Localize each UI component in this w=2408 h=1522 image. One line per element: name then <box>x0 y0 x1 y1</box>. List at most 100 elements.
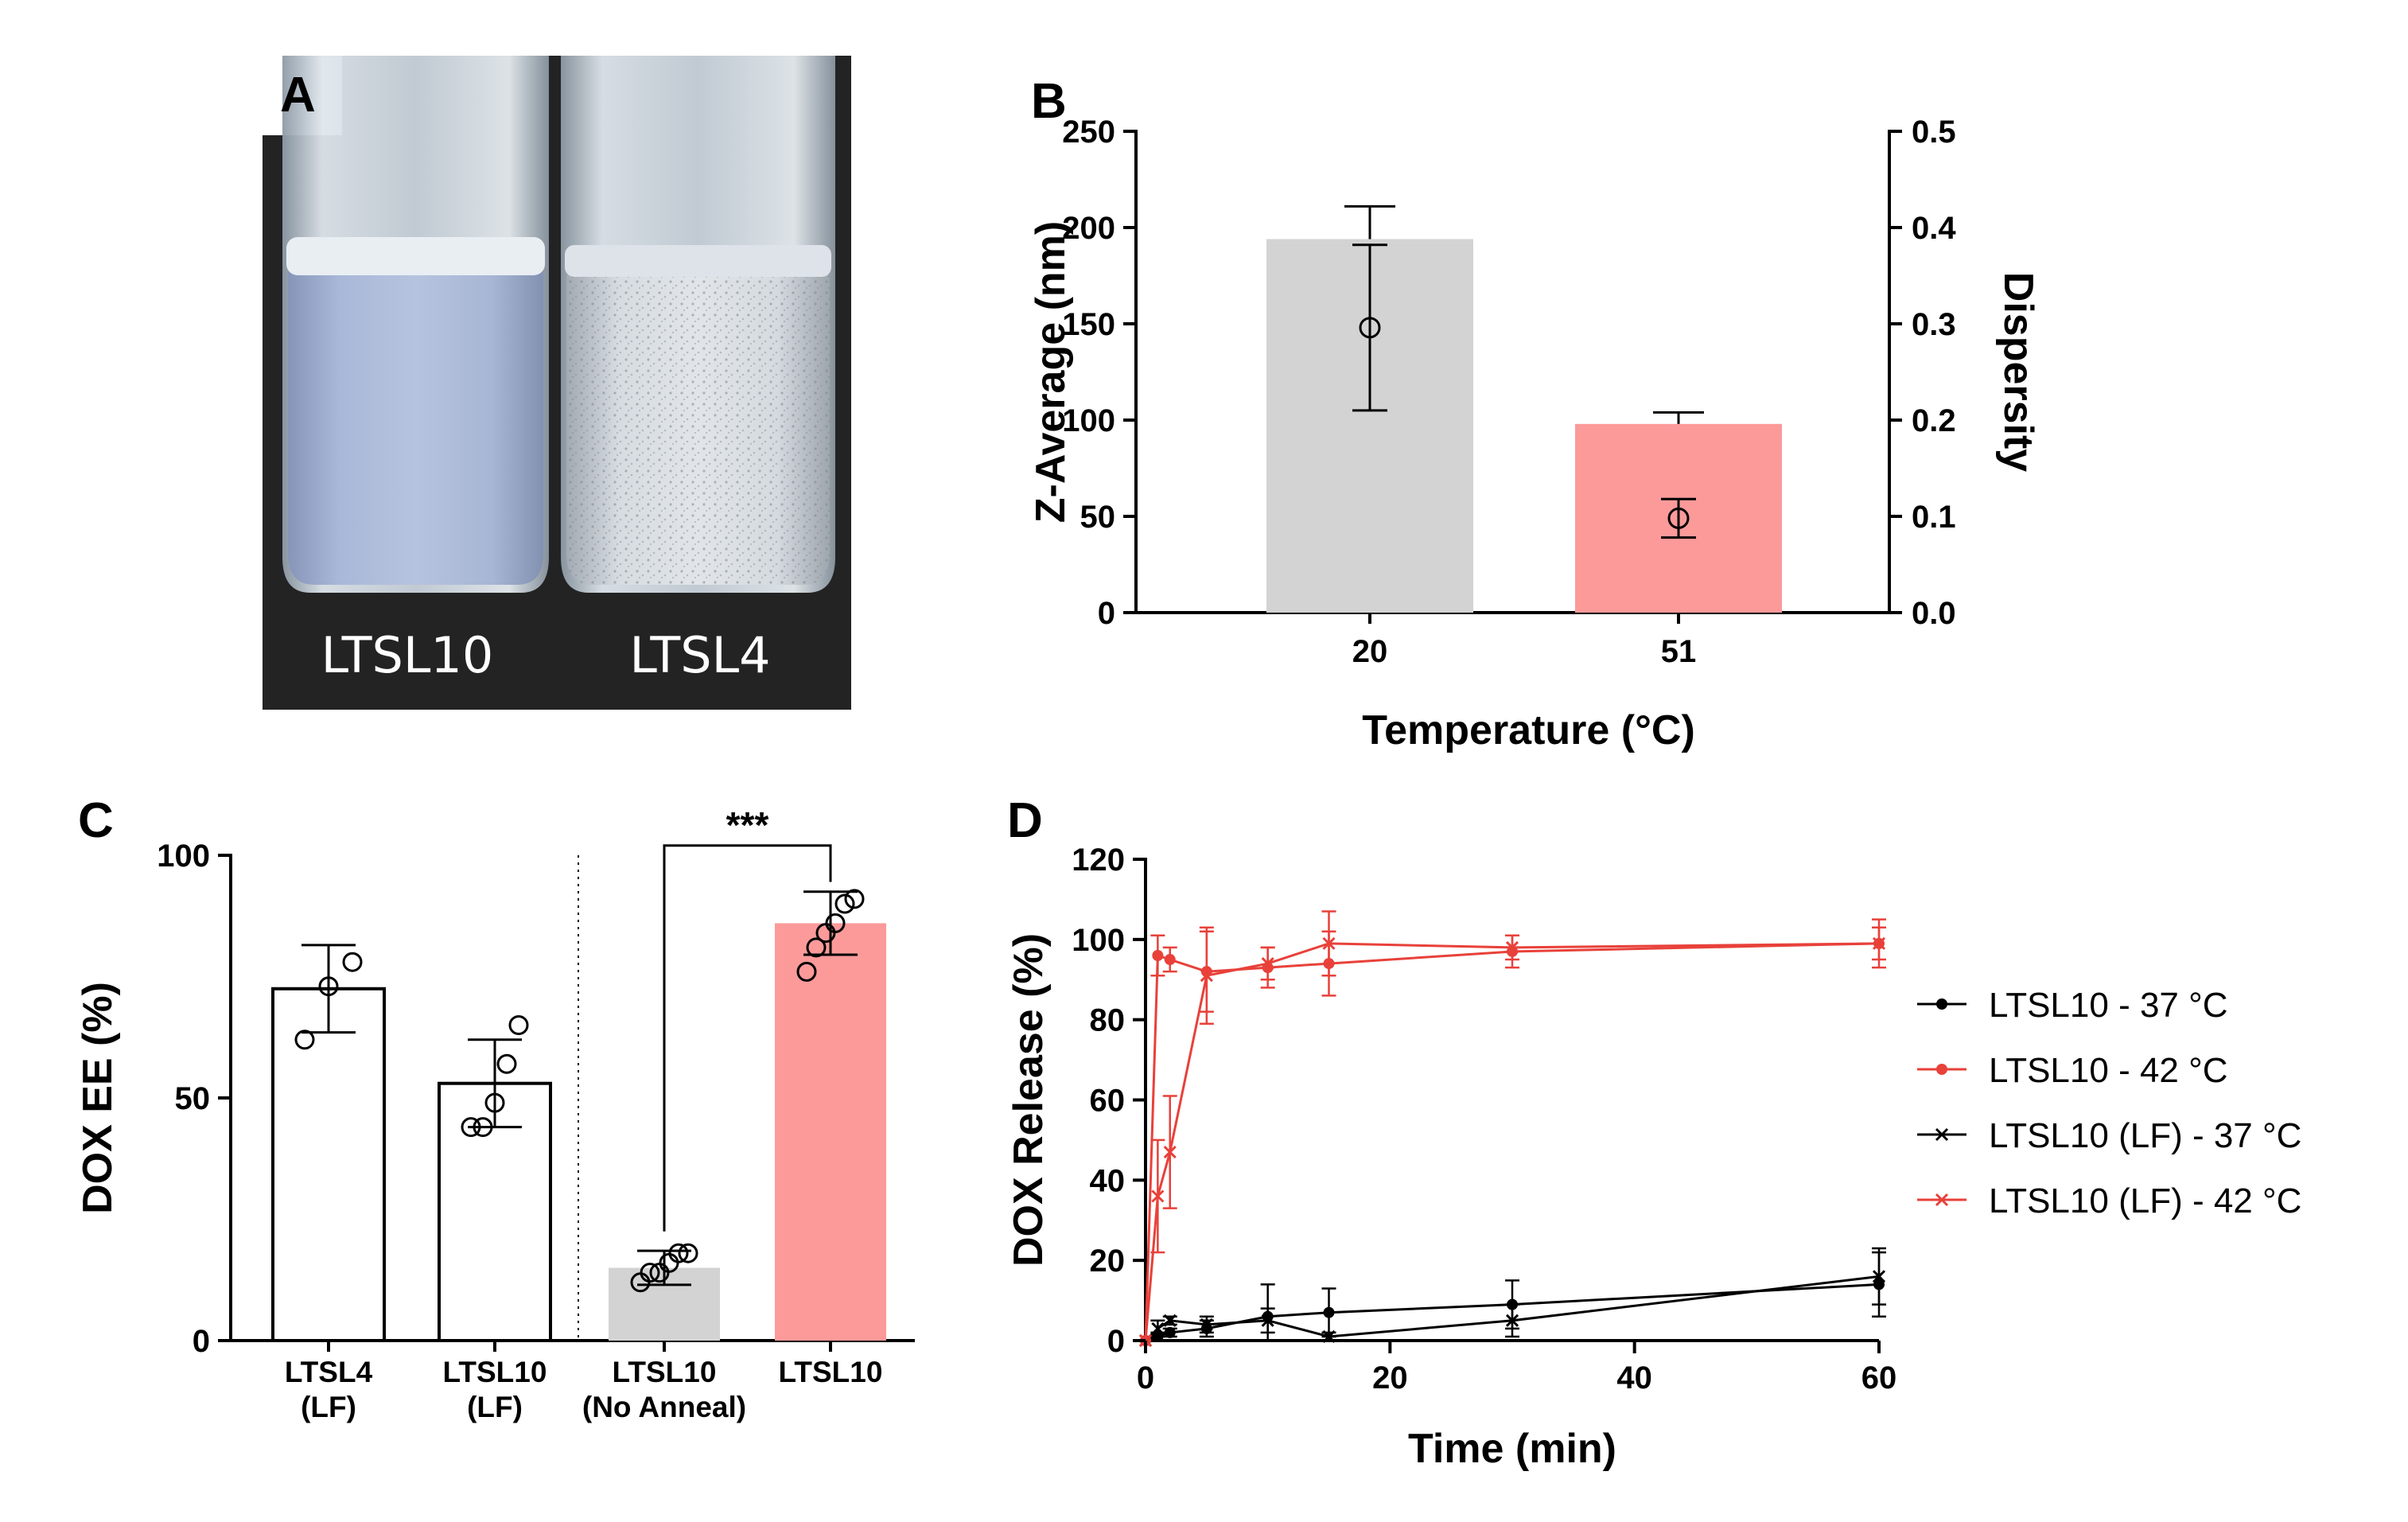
panel-a-label: A <box>280 68 316 123</box>
d-legend-label-1: LTSL10 - 42 °C <box>1989 1051 2227 1090</box>
d-x-tick-20: 20 <box>1372 1360 1408 1395</box>
panel-c-label: C <box>78 793 114 848</box>
panel-a: A LTSL10 LTSL4 <box>263 56 851 710</box>
b-disp-point-20 <box>1359 317 1381 339</box>
d-point-3-4 <box>1261 957 1274 971</box>
c-bar-0 <box>271 987 386 1342</box>
c-significance-bracket <box>663 844 832 1232</box>
d-legend-label-0: LTSL10 - 37 °C <box>1989 986 2227 1025</box>
panel-c-significance: *** <box>663 804 832 1232</box>
c-significance-stars: *** <box>726 804 769 846</box>
d-point-0-5 <box>1323 1306 1335 1318</box>
d-point-2-2 <box>1163 1314 1177 1327</box>
c-point-2-5 <box>678 1243 698 1263</box>
d-y-tick-0: 0 <box>1107 1324 1125 1359</box>
panel-c-x-ticks: LTSL4 (LF) LTSL10 (LF) LTSL10 (No Anneal) LTSL… <box>285 1341 883 1423</box>
d-legend-marker-1 <box>1936 1064 1947 1075</box>
d-point-3-7 <box>1872 936 1886 950</box>
c-point-1-0 <box>461 1117 481 1138</box>
vial-label-ltsl10: LTSL10 <box>321 626 494 684</box>
c-point-3-3 <box>825 913 846 933</box>
d-y-tick-100: 100 <box>1072 923 1125 958</box>
b-right-y-tick-0.4: 0.4 <box>1912 211 1956 246</box>
d-legend-marker-3 <box>1935 1193 1949 1207</box>
d-x-tick-0: 0 <box>1137 1360 1154 1395</box>
c-y-tick-50: 50 <box>175 1081 211 1116</box>
d-legend-label-2: LTSL10 (LF) - 37 °C <box>1989 1116 2301 1155</box>
d-point-3-2 <box>1163 1145 1177 1159</box>
d-x-tick-40: 40 <box>1616 1360 1652 1395</box>
c-point-2-4 <box>668 1243 689 1263</box>
c-x-tick-0: LTSL4 (LF) <box>285 1356 373 1423</box>
d-point-3-3 <box>1200 969 1213 983</box>
d-series-line-3 <box>1144 942 1880 1341</box>
panel-c-points <box>294 889 865 1293</box>
c-point-0-2 <box>342 952 363 972</box>
d-y-tick-20: 20 <box>1090 1244 1126 1279</box>
c-point-3-1 <box>806 937 827 958</box>
panel-d-axes <box>1144 858 1879 1342</box>
c-y-tick-100: 100 <box>157 839 210 874</box>
panel-b-right-y-axis-label: Dispersity <box>1995 272 2041 473</box>
vial-ltsl4-speckle <box>566 274 830 585</box>
d-y-tick-80: 80 <box>1090 1003 1126 1038</box>
panel-d-x-ticks: 0 20 40 60 <box>1137 1341 1896 1395</box>
d-point-2-1 <box>1151 1322 1165 1335</box>
panel-d-y-axis-label: DOX Release (%) <box>1006 933 1052 1267</box>
d-y-tick-40: 40 <box>1090 1163 1126 1198</box>
c-point-1-2 <box>484 1092 505 1113</box>
panel-b-error-bars <box>1344 204 1704 539</box>
panel-d-y-ticks: 0 20 40 60 80 100 120 <box>1072 843 1146 1359</box>
b-y-tick-50: 50 <box>1080 500 1116 535</box>
b-right-y-tick-0.1: 0.1 <box>1912 500 1956 535</box>
d-point-2-6 <box>1505 1314 1519 1327</box>
d-point-2-4 <box>1261 1314 1274 1327</box>
c-x-tick-3: LTSL10 <box>779 1356 883 1388</box>
c-point-3-0 <box>796 961 817 982</box>
b-right-y-tick-0.2: 0.2 <box>1912 403 1956 438</box>
panel-b-label: B <box>1031 74 1067 129</box>
c-point-1-3 <box>496 1053 517 1074</box>
c-point-3-5 <box>844 889 865 909</box>
d-point-3-1 <box>1151 1189 1165 1203</box>
b-y-tick-200: 200 <box>1062 211 1115 246</box>
c-y-tick-0: 0 <box>193 1324 210 1359</box>
vial-label-ltsl4: LTSL4 <box>629 626 770 684</box>
vial-ltsl10-foam <box>286 237 545 275</box>
d-point-2-5 <box>1322 1329 1336 1344</box>
panel-d-series <box>1138 910 1886 1348</box>
d-legend-label-3: LTSL10 (LF) - 42 °C <box>1989 1181 2301 1220</box>
d-legend-item-1: LTSL10 - 42 °C <box>1917 1051 2227 1090</box>
c-point-0-1 <box>318 976 339 997</box>
panel-c-bars <box>271 923 886 1342</box>
d-point-2-7 <box>1872 1270 1886 1283</box>
d-series-3 <box>1138 910 1886 1348</box>
b-x-tick-51: 51 <box>1661 634 1697 669</box>
vial-ltsl10-liquid <box>288 271 543 585</box>
c-point-3-4 <box>834 893 855 914</box>
panel-c: C 0 50 100 LTSL4 (LF) LTSL10 (LF) LTSL10 (No An… <box>75 793 915 1423</box>
panel-b-bars <box>1266 239 1782 613</box>
d-point-3-6 <box>1505 940 1519 954</box>
b-y-tick-0: 0 <box>1098 596 1115 631</box>
panel-d-legend: LTSL10 - 37 °C LTSL10 - 42 °C LTSL10 (LF) … <box>1917 986 2301 1220</box>
d-point-0-2 <box>1164 1326 1176 1338</box>
d-legend-item-0: LTSL10 - 37 °C <box>1917 986 2227 1025</box>
d-legend-marker-0 <box>1936 998 1947 1010</box>
c-point-2-1 <box>640 1263 660 1283</box>
panel-b-y-ticks: 0 50 100 150 200 250 <box>1062 115 1136 631</box>
b-y-tick-250: 250 <box>1062 115 1115 150</box>
d-point-1-1 <box>1152 950 1164 961</box>
d-y-tick-120: 120 <box>1072 843 1125 878</box>
d-legend-marker-2 <box>1935 1127 1949 1142</box>
panel-d-x-axis-label: Time (min) <box>1408 1426 1616 1472</box>
panel-c-y-ticks: 0 50 100 <box>157 839 231 1359</box>
panel-b-y-axis-label: Z-Average (nm) <box>1028 221 1074 523</box>
b-disp-point-51 <box>1667 507 1690 529</box>
d-point-1-2 <box>1164 954 1176 966</box>
b-right-y-tick-0.5: 0.5 <box>1912 115 1956 150</box>
c-x-tick-2: LTSL10 (No Anneal) <box>582 1356 746 1423</box>
d-y-tick-60: 60 <box>1090 1084 1126 1119</box>
